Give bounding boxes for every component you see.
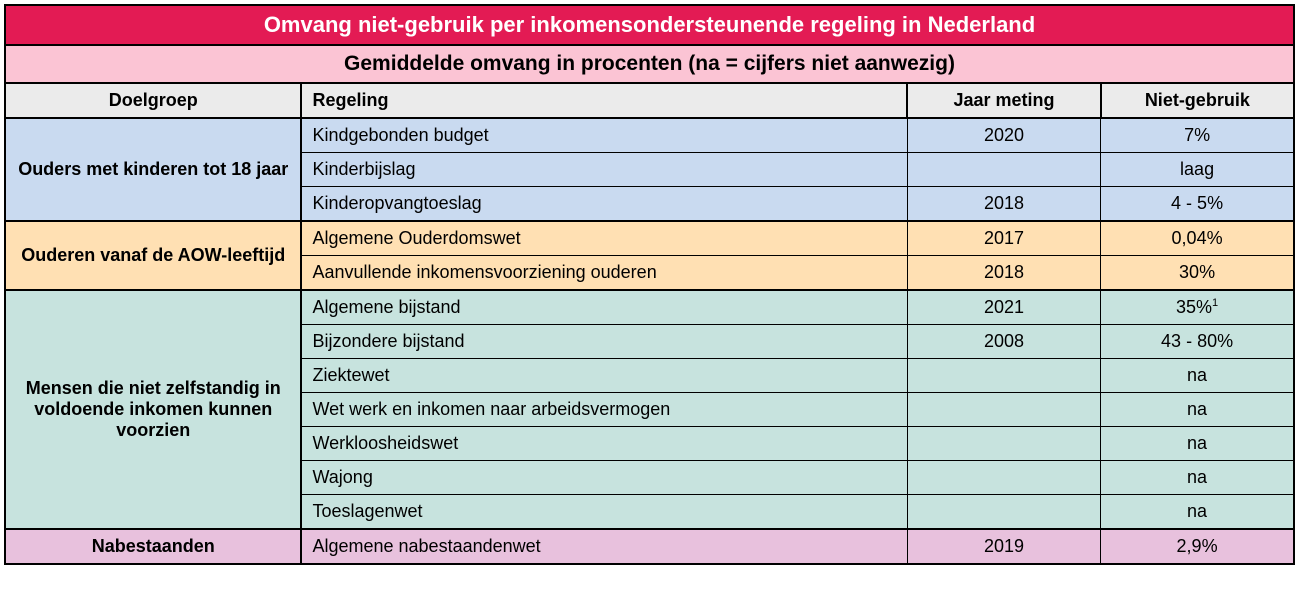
header-niet: Niet-gebruik — [1101, 83, 1294, 118]
niet-cell: na — [1101, 393, 1294, 427]
niet-value: laag — [1180, 159, 1214, 179]
niet-value: na — [1187, 433, 1207, 453]
table-title: Omvang niet-gebruik per inkomensonderste… — [5, 5, 1294, 45]
niet-cell: 43 - 80% — [1101, 325, 1294, 359]
doelgroep-cell: Ouders met kinderen tot 18 jaar — [5, 118, 301, 221]
niet-value: na — [1187, 467, 1207, 487]
regeling-cell: Bijzondere bijstand — [301, 325, 907, 359]
regeling-cell: Algemene bijstand — [301, 290, 907, 325]
jaar-cell — [907, 427, 1100, 461]
table-row: NabestaandenAlgemene nabestaandenwet2019… — [5, 529, 1294, 564]
regeling-cell: Kinderbijslag — [301, 153, 907, 187]
regeling-cell: Aanvullende inkomensvoorziening ouderen — [301, 256, 907, 291]
header-doelgroep: Doelgroep — [5, 83, 301, 118]
doelgroep-cell: Mensen die niet zelfstandig in voldoende… — [5, 290, 301, 529]
niet-value: 0,04% — [1172, 228, 1223, 248]
niet-cell: 30% — [1101, 256, 1294, 291]
regeling-cell: Wajong — [301, 461, 907, 495]
regeling-cell: Ziektewet — [301, 359, 907, 393]
niet-value: 7% — [1184, 125, 1210, 145]
jaar-cell — [907, 461, 1100, 495]
niet-value: na — [1187, 501, 1207, 521]
jaar-cell — [907, 153, 1100, 187]
niet-cell: 0,04% — [1101, 221, 1294, 256]
jaar-cell: 2018 — [907, 187, 1100, 222]
niet-cell: 35%1 — [1101, 290, 1294, 325]
jaar-cell: 2018 — [907, 256, 1100, 291]
niet-cell: na — [1101, 359, 1294, 393]
niet-value: na — [1187, 399, 1207, 419]
niet-cell: na — [1101, 495, 1294, 530]
doelgroep-cell: Ouderen vanaf de AOW-leeftijd — [5, 221, 301, 290]
niet-value: na — [1187, 365, 1207, 385]
jaar-cell: 2021 — [907, 290, 1100, 325]
niet-cell: 7% — [1101, 118, 1294, 153]
niet-cell: laag — [1101, 153, 1294, 187]
regeling-cell: Wet werk en inkomen naar arbeidsvermogen — [301, 393, 907, 427]
footnote-marker: 1 — [1212, 297, 1218, 309]
regeling-cell: Werkloosheidswet — [301, 427, 907, 461]
niet-cell: na — [1101, 427, 1294, 461]
niet-value: 43 - 80% — [1161, 331, 1233, 351]
regeling-cell: Algemene Ouderdomswet — [301, 221, 907, 256]
niet-cell: 4 - 5% — [1101, 187, 1294, 222]
regeling-cell: Toeslagenwet — [301, 495, 907, 530]
doelgroep-cell: Nabestaanden — [5, 529, 301, 564]
non-usage-table: Omvang niet-gebruik per inkomensonderste… — [4, 4, 1295, 565]
jaar-cell: 2019 — [907, 529, 1100, 564]
niet-cell: na — [1101, 461, 1294, 495]
jaar-cell: 2017 — [907, 221, 1100, 256]
jaar-cell — [907, 393, 1100, 427]
jaar-cell: 2008 — [907, 325, 1100, 359]
regeling-cell: Kinderopvangtoeslag — [301, 187, 907, 222]
regeling-cell: Algemene nabestaandenwet — [301, 529, 907, 564]
niet-value: 4 - 5% — [1171, 193, 1223, 213]
jaar-cell — [907, 495, 1100, 530]
niet-value: 35% — [1176, 297, 1212, 317]
header-jaar: Jaar meting — [907, 83, 1100, 118]
table-row: Ouderen vanaf de AOW-leeftijdAlgemene Ou… — [5, 221, 1294, 256]
table-row: Mensen die niet zelfstandig in voldoende… — [5, 290, 1294, 325]
table-subtitle: Gemiddelde omvang in procenten (na = cij… — [5, 45, 1294, 83]
niet-value: 2,9% — [1177, 536, 1218, 556]
table-row: Ouders met kinderen tot 18 jaarKindgebon… — [5, 118, 1294, 153]
regeling-cell: Kindgebonden budget — [301, 118, 907, 153]
jaar-cell — [907, 359, 1100, 393]
jaar-cell: 2020 — [907, 118, 1100, 153]
header-regeling: Regeling — [301, 83, 907, 118]
niet-cell: 2,9% — [1101, 529, 1294, 564]
niet-value: 30% — [1179, 262, 1215, 282]
